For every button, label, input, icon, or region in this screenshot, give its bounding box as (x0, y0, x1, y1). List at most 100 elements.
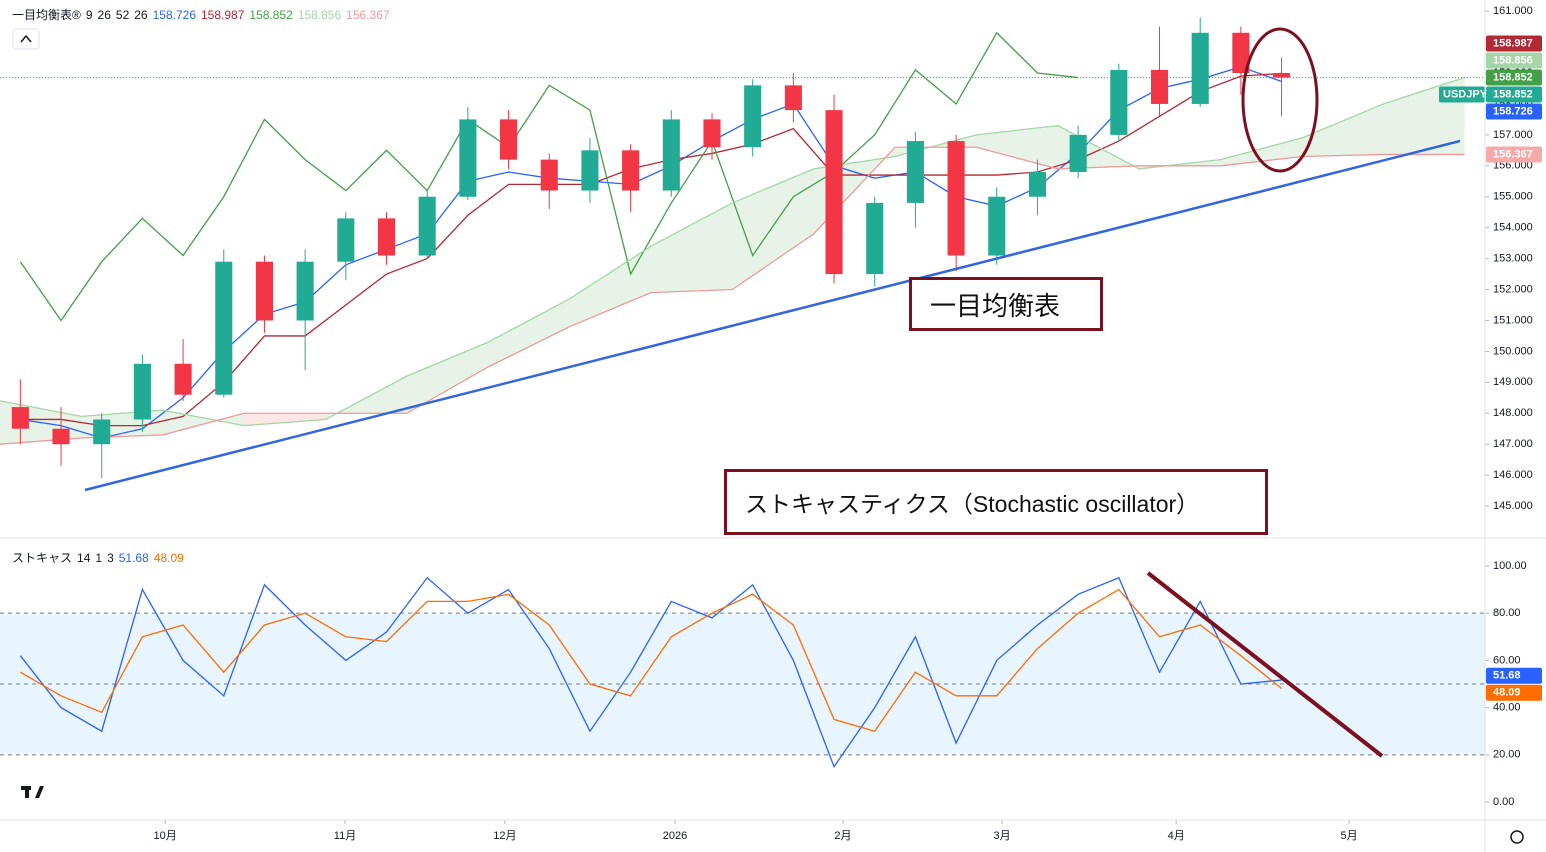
indicator-line (0, 146, 1465, 445)
y-tick-label: 148.000 (1493, 407, 1533, 419)
candle-body (866, 202, 884, 275)
x-tick-label: 5月 (1341, 830, 1358, 842)
y-tick-label: 151.000 (1493, 314, 1533, 326)
candle-body (377, 218, 396, 256)
price-tag-label: 48.09 (1493, 687, 1521, 699)
candle-body (500, 119, 518, 160)
indicator-line (19, 576, 1282, 769)
y-tick-label: 154.000 (1493, 222, 1533, 234)
x-tick-label: 2026 (663, 830, 687, 842)
candle-body (255, 261, 273, 321)
y-tick-label: 161.000 (1493, 5, 1533, 17)
price-tag-label: 158.852 (1493, 71, 1533, 83)
price-tag-label: 156.367 (1493, 148, 1533, 160)
legend-value: 51.68 (118, 551, 149, 565)
price-tag-label: 158.987 (1493, 37, 1533, 49)
candle-body (215, 261, 233, 395)
legend-value: 48.09 (153, 551, 184, 565)
candle-body (988, 196, 1006, 256)
indicator-line (19, 31, 1079, 322)
price-tag (1486, 35, 1542, 52)
cloud-fill (1301, 103, 1384, 157)
y-tick-label: 152.000 (1493, 283, 1533, 295)
price-tag (1486, 52, 1542, 69)
y-tick-label: 147.000 (1493, 438, 1533, 450)
candle-body (11, 407, 29, 429)
candle-body (418, 196, 436, 256)
overbought-band (0, 613, 1485, 755)
candle-body (93, 419, 111, 445)
x-tick-label: 12月 (493, 830, 516, 842)
candle-body (459, 119, 477, 197)
legend-value: 158.856 (297, 8, 342, 22)
price-tag (1486, 69, 1542, 86)
x-tick-label: 11月 (334, 830, 356, 842)
param: 26 (97, 8, 111, 22)
param: 3 (107, 551, 114, 565)
y-tick-label: 155.000 (1493, 191, 1533, 203)
candle-body (622, 150, 640, 191)
param: 1 (95, 551, 103, 565)
price-tag (1486, 146, 1542, 163)
collapse-icon (20, 34, 32, 43)
legend-value: 158.852 (249, 8, 293, 22)
x-tick-label: 2月 (834, 830, 851, 842)
settings-icon[interactable] (1510, 830, 1524, 844)
logo (21, 786, 44, 798)
param: 52 (115, 8, 130, 22)
y-tick-label: 40.00 (1493, 702, 1521, 714)
down-trend-line (1146, 571, 1384, 758)
cloud-fill (650, 202, 733, 293)
candle-body (337, 218, 355, 262)
param: 14 (77, 551, 91, 565)
x-tick-label: 4月 (1168, 830, 1185, 842)
param: 26 (134, 8, 148, 22)
cloud-fill (244, 413, 326, 426)
cloud-fill (1220, 137, 1302, 166)
cloud-fill (976, 125, 1058, 169)
price-tag (1486, 684, 1542, 701)
candle-body (906, 141, 924, 203)
indicator-line (0, 76, 1465, 427)
price-tag (1486, 86, 1542, 103)
candle-body (540, 159, 558, 191)
y-tick-label: 100.00 (1493, 560, 1527, 572)
price-tag-label: 158.726 (1493, 105, 1533, 117)
trend-line (84, 139, 1461, 492)
cloud-fill (569, 246, 651, 327)
y-tick-label: 150.000 (1493, 345, 1533, 357)
candle-body (174, 363, 192, 395)
y-tick-label: 145.000 (1493, 500, 1533, 512)
candle-body (744, 85, 762, 148)
candle-body (1191, 32, 1209, 104)
candle-body (662, 119, 680, 191)
y-tick-label: 60.00 (1493, 654, 1521, 666)
collapse-button[interactable] (12, 28, 40, 50)
y-tick-label: 156.000 (1493, 160, 1533, 172)
candle-body (703, 119, 721, 148)
price-tag-label: 158.856 (1493, 54, 1533, 66)
cloud-fill (406, 342, 489, 414)
y-tick-label: 153.000 (1493, 253, 1533, 265)
plot: 145.000 146.000 147.000 148.000 149.000 150.0… (0, 5, 1542, 842)
cloud-fill (732, 168, 814, 290)
indicator-name: 一目均衡表® (12, 8, 81, 22)
candle-body (133, 363, 151, 420)
price-tag (1486, 667, 1542, 684)
candle-body (52, 428, 70, 445)
stoch-legend: ストキャス 14 1 3 51.68 48.09 (12, 549, 189, 566)
cloud-fill (488, 298, 570, 367)
candle-body (825, 110, 843, 275)
y-tick-label: 146.000 (1493, 469, 1533, 481)
candle-body (1150, 69, 1169, 104)
candle-body (784, 85, 802, 111)
indicator-name: ストキャス (12, 551, 73, 565)
y-tick-label: 80.00 (1493, 607, 1521, 619)
symbol-tag (1439, 86, 1485, 103)
price-tag (1486, 103, 1542, 120)
price-tag-label: 51.68 (1493, 670, 1521, 682)
param: 9 (85, 8, 93, 22)
candle-body (1028, 171, 1047, 197)
